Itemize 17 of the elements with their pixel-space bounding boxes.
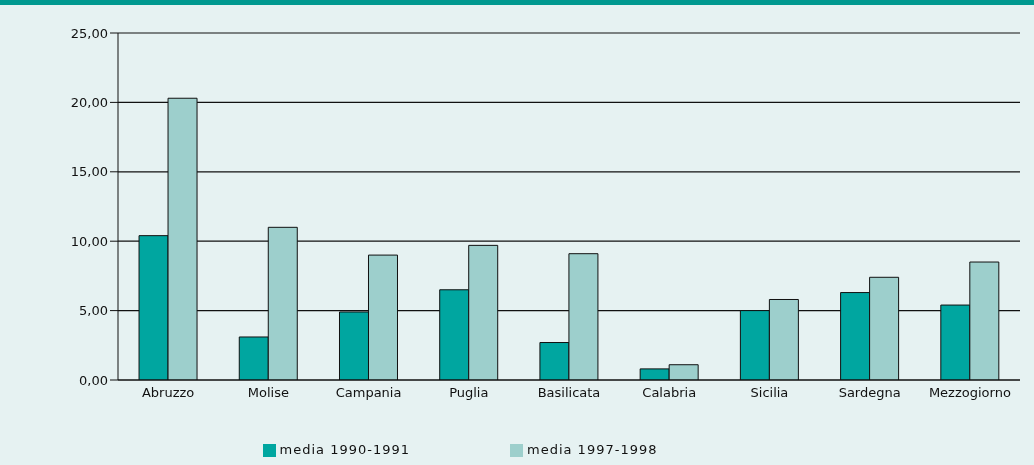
x-tick-label: Sardegna (838, 385, 901, 401)
y-tick-label: 20,00 (70, 95, 108, 111)
y-tick-label: 15,00 (70, 164, 108, 180)
legend-label: media 1997-1998 (527, 442, 658, 457)
x-tick-label: Basilicata (537, 385, 601, 401)
y-tick-label: 25,00 (70, 25, 108, 41)
x-tick-label: Molise (247, 385, 289, 401)
x-tick-label: Puglia (449, 385, 489, 401)
x-tick-label: Abruzzo (141, 385, 195, 401)
x-tick-label: Sicilia (750, 385, 789, 401)
y-tick-label: 5,00 (79, 303, 108, 319)
x-tick-label: Campania (335, 385, 402, 401)
y-tick-label: 10,00 (70, 233, 108, 249)
y-tick-label: 0,00 (79, 372, 108, 388)
legend-label: media 1990-1991 (279, 442, 410, 457)
x-tick-label: Calabria (642, 385, 697, 401)
x-tick-label: Mezzogiorno (928, 385, 1011, 401)
